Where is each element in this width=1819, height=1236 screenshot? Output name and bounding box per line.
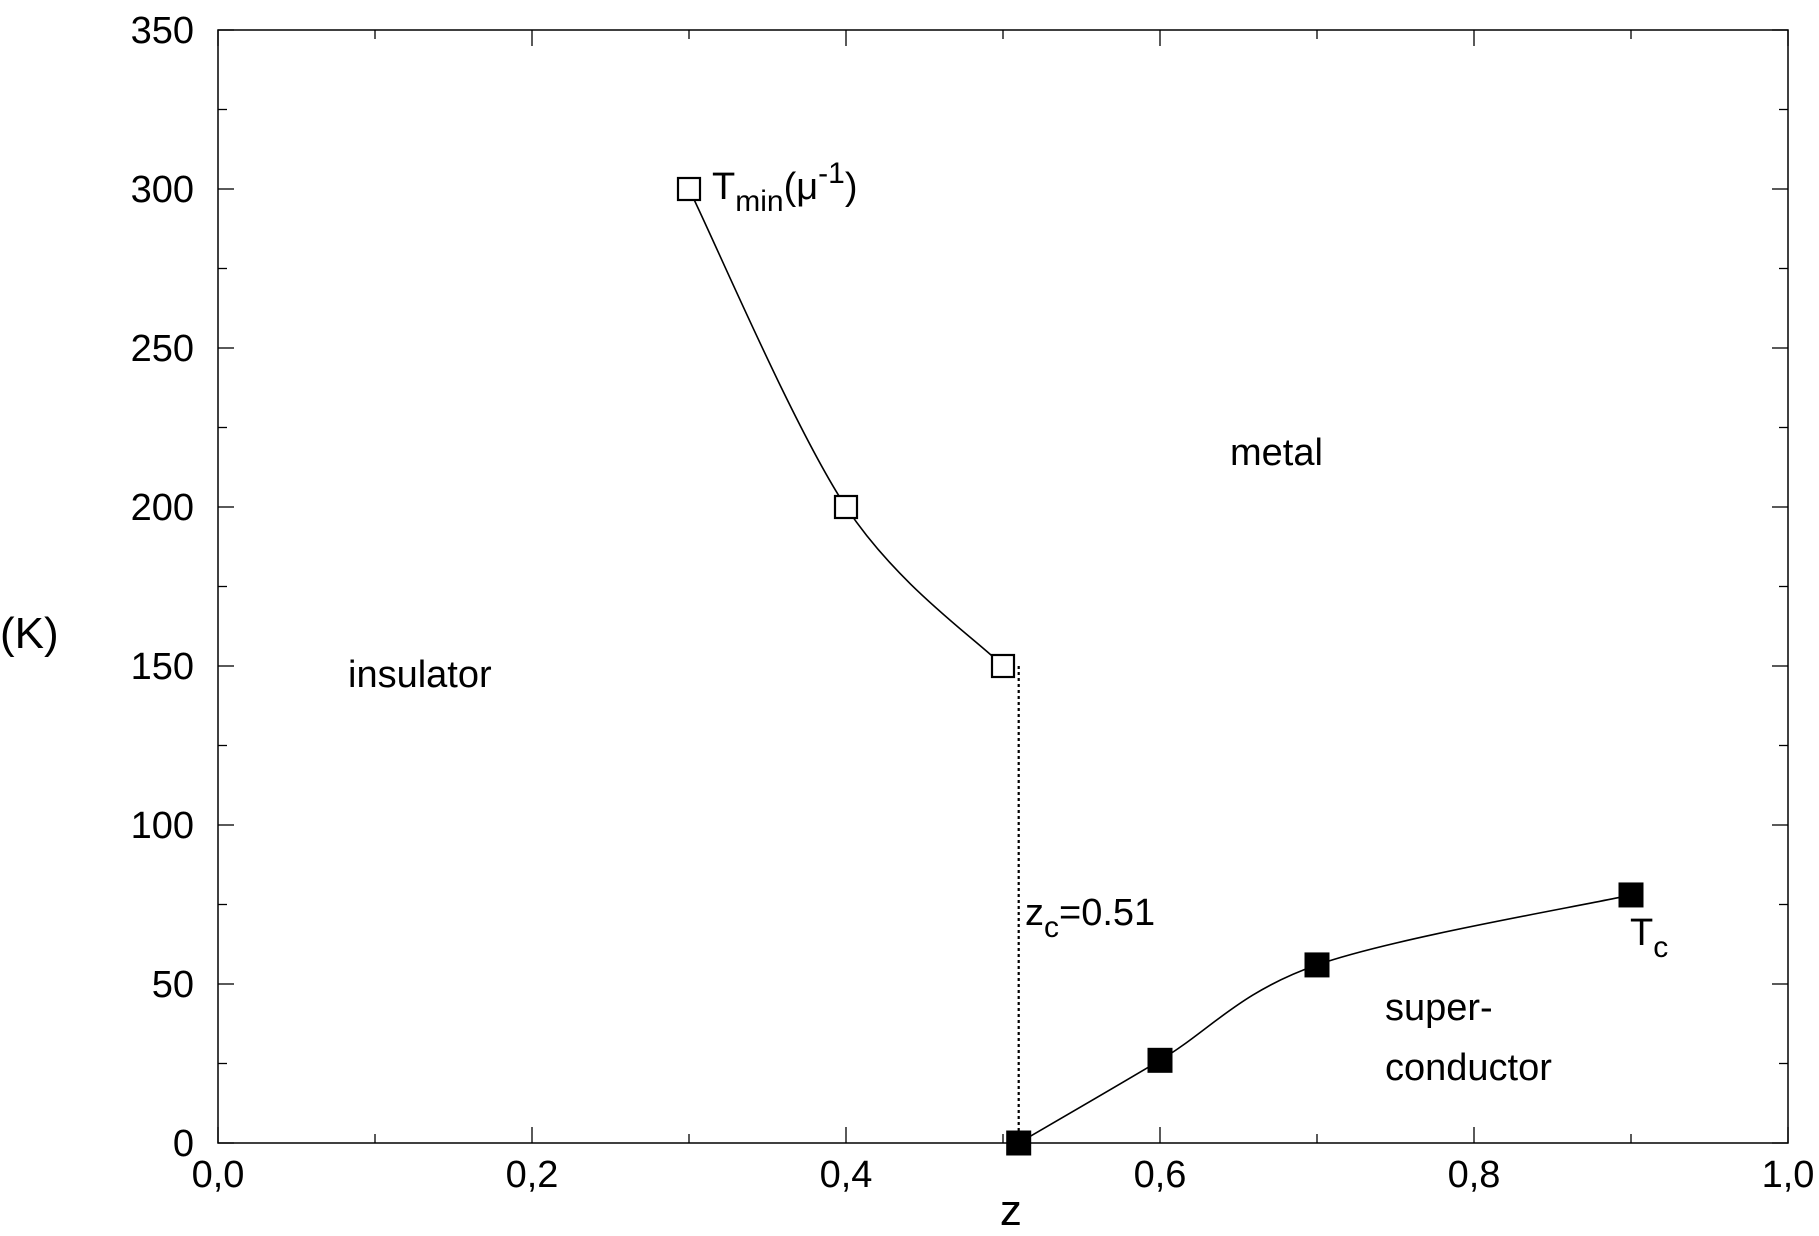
tc-label-base: T xyxy=(1630,912,1653,954)
y-tick-label: 200 xyxy=(131,487,194,529)
tmin-label-mu: (μ xyxy=(784,166,819,208)
tmin-data-point xyxy=(990,653,1016,679)
zc-critical-label: zc=0.51 xyxy=(1025,892,1155,944)
x-tick-label: 0,8 xyxy=(1448,1154,1501,1196)
x-axis-title: z xyxy=(1000,1186,1022,1235)
ticks-group: 0,0 0,2 0,4 0,6 0,8 1,0 0 50 100 150 200 250 300 350 xyxy=(131,10,1815,1196)
superconductor-label-line2: conductor xyxy=(1385,1047,1552,1089)
tmin-data-point xyxy=(676,176,702,202)
x-tick-label: 0,0 xyxy=(192,1154,245,1196)
y-axis-title: (K) xyxy=(0,609,59,658)
tc-series-label: Tc xyxy=(1630,912,1668,964)
tmin-label-subscript: min xyxy=(735,185,783,218)
y-tick-label: 150 xyxy=(131,646,194,688)
tmin-label-close: ) xyxy=(845,166,858,208)
series-curve-2 xyxy=(1018,894,1632,1144)
tc-label-subscript: c xyxy=(1653,931,1668,964)
y-tick-label: 250 xyxy=(131,328,194,370)
tmin-series-label: Tmin(μ-1) xyxy=(712,157,857,218)
superconductor-label-line1: super- xyxy=(1385,987,1493,1029)
zc-label-subscript: c xyxy=(1044,911,1059,944)
tmin-data-point xyxy=(833,494,859,520)
y-tick-label: 0 xyxy=(173,1123,194,1165)
tmin-label-superscript: -1 xyxy=(818,157,845,190)
markers-group xyxy=(676,176,1644,1156)
y-tick-label: 50 xyxy=(152,964,194,1006)
zc-label-value: =0.51 xyxy=(1059,892,1155,934)
zc-label-base: z xyxy=(1025,892,1044,934)
x-tick-label: 0,6 xyxy=(1134,1154,1187,1196)
x-tick-label: 0,4 xyxy=(820,1154,873,1196)
tc-data-point xyxy=(1147,1047,1173,1073)
tc-data-point xyxy=(1618,882,1644,908)
y-tick-label: 350 xyxy=(131,10,194,52)
y-tick-label: 100 xyxy=(131,805,194,847)
plot-frame xyxy=(217,29,1789,1144)
x-tick-label: 1,0 xyxy=(1762,1154,1815,1196)
x-tick-label: 0,2 xyxy=(506,1154,559,1196)
series-curve-1 xyxy=(688,188,1004,667)
metal-region-label: metal xyxy=(1230,432,1323,474)
tc-data-point xyxy=(1304,952,1330,978)
tc-data-point xyxy=(1006,1130,1032,1156)
tmin-label-base: T xyxy=(712,166,735,208)
insulator-region-label: insulator xyxy=(348,654,492,696)
y-tick-label: 300 xyxy=(131,169,194,211)
